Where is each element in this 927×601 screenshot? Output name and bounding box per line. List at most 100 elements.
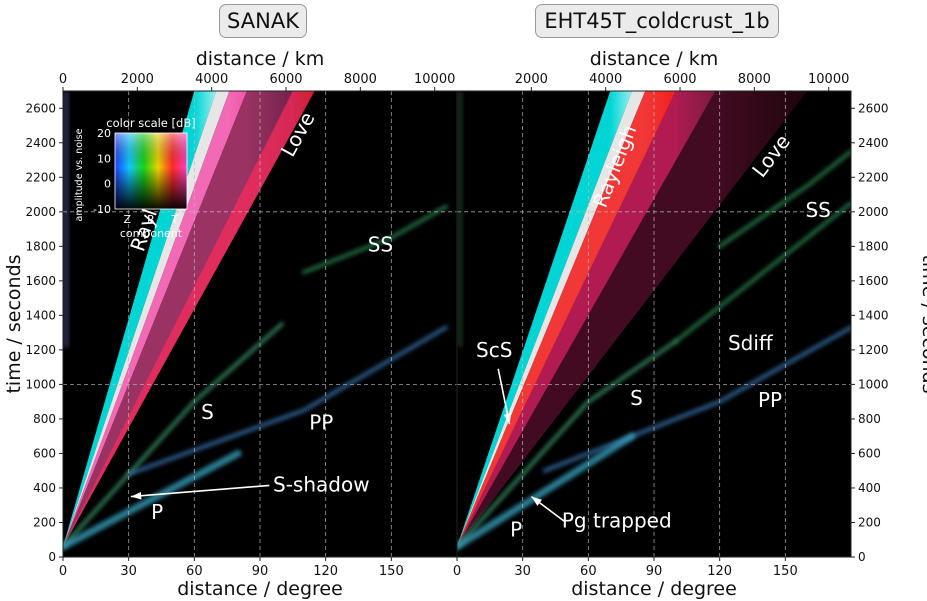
x-tick-label: 120 (313, 564, 338, 579)
arrow-head (531, 496, 542, 506)
x-tick-label: 30 (514, 564, 531, 579)
y-tick-label: 2200 (25, 170, 56, 184)
rayleigh-core-band (457, 91, 646, 547)
colorscale-tick: 10 (97, 152, 111, 165)
y-tick-label: 1000 (25, 377, 56, 391)
x-tick-label: 60 (580, 564, 597, 579)
x-tick-label: 30 (120, 564, 137, 579)
y-tick-label: 1600 (25, 274, 56, 288)
near-field-noise (63, 91, 69, 348)
waveform-layer (457, 91, 851, 551)
x-tick-label: 120 (707, 564, 732, 579)
y-tick-label: 2600 (858, 101, 889, 115)
x2-tick-label: 8000 (344, 72, 377, 87)
love-mid-band (457, 91, 716, 547)
colorscale-shading (115, 133, 187, 209)
x-tick-label: 60 (186, 564, 203, 579)
y-tick-label: 200 (858, 515, 881, 529)
x-tick-label: 90 (646, 564, 663, 579)
label-pp: PP (309, 410, 333, 434)
colorscale-category: Z (123, 213, 131, 226)
y-tick-label: 2400 (25, 136, 56, 150)
branch-ss (717, 149, 851, 249)
y-tick-label: 800 (858, 412, 881, 426)
branch-p (457, 432, 636, 551)
y-tick-label: 600 (33, 446, 56, 460)
y-tick-label: 2200 (858, 170, 889, 184)
y-tick-label: 0 (858, 550, 866, 564)
arrow-head (130, 492, 142, 500)
x2-tick-label: 2000 (121, 72, 154, 87)
x2-tick-label: 4000 (195, 72, 228, 87)
colorscale-tick: 20 (97, 127, 111, 140)
colorscale-category: T (170, 213, 178, 226)
label-ss: SS (368, 233, 393, 257)
colorscale-tick: 0 (104, 178, 111, 191)
x-axis-label: distance / degree (571, 578, 737, 600)
y-tick-label: 1800 (25, 239, 56, 253)
label-p: P (151, 500, 163, 524)
x-tick-label: 150 (773, 564, 798, 579)
y-tick-label: 1600 (858, 274, 889, 288)
y-tick-label: 800 (33, 412, 56, 426)
x2-tick-label: 2000 (515, 72, 548, 87)
x-tick-label: 0 (453, 564, 461, 579)
y-tick-label: 2000 (25, 205, 56, 219)
y-axis-label: time / seconds (918, 254, 927, 393)
colorscale-ylabel: amplitude vs. noise (74, 128, 85, 221)
x-tick-label: 0 (59, 564, 67, 579)
annotation-arrow (130, 484, 270, 498)
label-s: S (201, 400, 214, 424)
branch-ss (301, 204, 449, 275)
love-tail-band (457, 91, 808, 547)
y-tick-label: 2600 (25, 101, 56, 115)
arrow-head (503, 413, 512, 425)
grid (457, 91, 851, 557)
label-s-shadow: S-shadow (273, 472, 370, 496)
y-tick-label: 1200 (25, 343, 56, 357)
x2-axis-label: distance / km (196, 48, 325, 70)
branch-p (63, 449, 242, 551)
label-scs: ScS (476, 338, 512, 362)
y-tick-label: 600 (858, 446, 881, 460)
colorscale-frame (114, 132, 188, 210)
y-axis-label: time / seconds (3, 254, 25, 393)
colorscale-category: R (147, 213, 155, 226)
y-tick-label: 1400 (25, 308, 56, 322)
label-sdiff: Sdiff (728, 331, 774, 355)
y-tick-label: 1800 (858, 239, 889, 253)
y-tick-label: 200 (33, 515, 56, 529)
branch-sdiff (673, 201, 851, 344)
y-tick-label: 0 (48, 550, 56, 564)
y-tick-label: 2400 (858, 136, 889, 150)
y-tick-label: 1000 (858, 377, 889, 391)
y-tick-label: 400 (858, 481, 881, 495)
x-axis-label: distance / degree (177, 578, 343, 600)
label-pp: PP (758, 388, 782, 412)
x2-tick-label: 10000 (808, 72, 849, 87)
near-field-noise (457, 91, 463, 348)
y-tick-label: 400 (33, 481, 56, 495)
y-tick-label: 2000 (858, 205, 889, 219)
x2-tick-label: 8000 (738, 72, 771, 87)
left-panel-title: SANAK (219, 4, 307, 38)
colorscale-tick: -10 (93, 203, 111, 216)
x2-tick-label: 0 (59, 72, 67, 87)
y-tick-label: 1400 (858, 308, 889, 322)
x2-tick-label: 10000 (414, 72, 455, 87)
x2-axis-label: distance / km (590, 48, 719, 70)
x-tick-label: 150 (379, 564, 404, 579)
x2-tick-label: 4000 (589, 72, 622, 87)
label-pg-trapped: Pg trapped (562, 509, 672, 533)
right-panel-title: EHT45T_coldcrust_1b (535, 4, 779, 38)
x2-tick-label: 6000 (663, 72, 696, 87)
label-p: P (510, 517, 522, 541)
love-red-band (63, 91, 315, 547)
label-ss: SS (805, 198, 830, 222)
label-s: S (630, 386, 643, 410)
y-tick-label: 1200 (858, 343, 889, 357)
branch-pp (126, 325, 449, 477)
